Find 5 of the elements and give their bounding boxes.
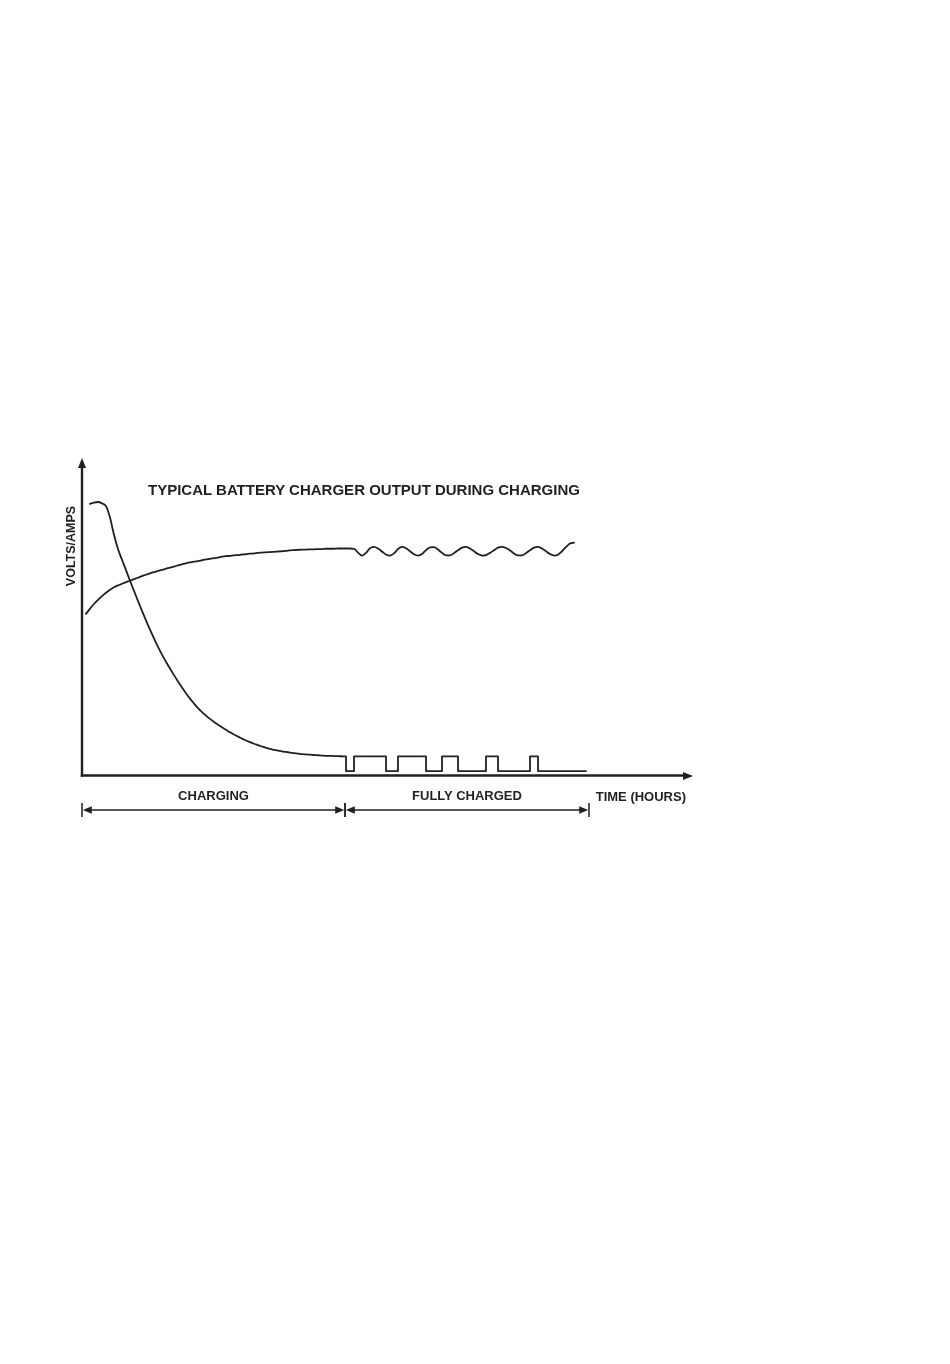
text: CHARGING <box>178 788 249 803</box>
y-axis-title: VOLTS/AMPS <box>63 505 78 587</box>
chart-title: TYPICAL BATTERY CHARGER OUTPUT DURING CHARGING <box>148 481 580 498</box>
x-axis-title: TIME (HOURS) <box>595 789 686 804</box>
text: FULLY CHARGED <box>412 788 522 803</box>
